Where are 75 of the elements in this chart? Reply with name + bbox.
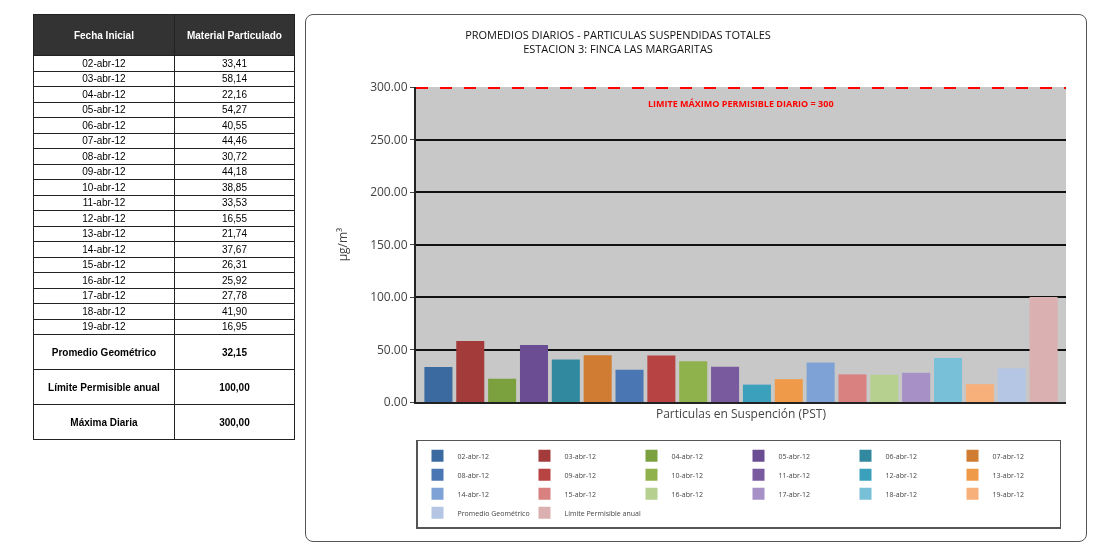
bar	[456, 340, 485, 402]
bar	[679, 361, 708, 402]
bar	[647, 355, 676, 402]
text: Límite Permisible anual	[33, 369, 175, 405]
bar	[965, 384, 994, 402]
text: 09-abr-12	[33, 164, 175, 180]
text: 16-abr-12	[33, 272, 175, 288]
bar	[838, 374, 867, 402]
text: 04-abr-12	[33, 86, 175, 102]
text: 58,14	[174, 71, 295, 87]
bar	[997, 368, 1026, 402]
text: 33,41	[174, 55, 295, 71]
text: 25,92	[174, 272, 295, 288]
text: 41,90	[174, 303, 295, 319]
y-axis-title: μg/m³	[333, 227, 351, 262]
text: 16,95	[174, 319, 295, 335]
text: 12-abr-12	[33, 210, 175, 226]
bar	[711, 366, 740, 402]
text: 26,31	[174, 257, 295, 273]
bar	[902, 372, 931, 402]
text: 21,74	[174, 226, 295, 242]
text: 13-abr-12	[33, 226, 175, 242]
bar	[742, 384, 771, 402]
y-tick-label: 300.00	[370, 78, 408, 96]
bar	[424, 366, 453, 402]
y-tick-label: 250.00	[370, 130, 408, 148]
text: 37,67	[174, 241, 295, 257]
text: 11-abr-12	[33, 195, 175, 211]
text: 03-abr-12	[33, 71, 175, 87]
y-tick-label: 200.00	[370, 183, 408, 201]
text: Fecha Inicial	[33, 14, 175, 56]
text: Promedio Geométrico	[33, 334, 175, 370]
bar	[551, 359, 580, 402]
text: 54,27	[174, 102, 295, 118]
text: 32,15	[174, 334, 295, 370]
y-tick-label: 0.00	[383, 393, 408, 411]
text: 16,55	[174, 210, 295, 226]
y-tick-label: 150.00	[370, 235, 408, 253]
bar	[774, 379, 803, 402]
x-axis-title: Particulas en Suspención (PST)	[655, 404, 827, 422]
bar	[934, 358, 963, 402]
text: Material Particulado	[174, 14, 295, 56]
text: 22,16	[174, 86, 295, 102]
bar	[1029, 297, 1058, 402]
text: 15-abr-12	[33, 257, 175, 273]
text: Máxima Diaria	[33, 404, 175, 440]
text: 02-abr-12	[33, 55, 175, 71]
ref-line-label: LIMITE MÁXIMO PERMISIBLE DIARIO = 300	[648, 97, 834, 110]
bar	[806, 362, 835, 402]
text: 300,00	[174, 404, 295, 440]
bar	[615, 369, 644, 402]
text: 05-abr-12	[33, 102, 175, 118]
text: 17-abr-12	[33, 288, 175, 304]
y-tick-label: 100.00	[370, 288, 408, 306]
bar	[583, 355, 612, 402]
text: 44,46	[174, 133, 295, 149]
text: 30,72	[174, 148, 295, 164]
text: 27,78	[174, 288, 295, 304]
text: 38,85	[174, 179, 295, 195]
text: 44,18	[174, 164, 295, 180]
chart-title: PROMEDIOS DIARIOS - PARTICULAS SUSPENDIDAS TOTALES ESTACION 3: FINCA LAS MARGARITAS	[465, 26, 771, 56]
y-tick-label: 50.00	[376, 340, 408, 358]
bar	[519, 345, 548, 402]
text: 18-abr-12	[33, 303, 175, 319]
text: 19-abr-12	[33, 319, 175, 335]
text: 08-abr-12	[33, 148, 175, 164]
bar	[488, 378, 517, 402]
bar	[870, 374, 899, 402]
text: 40,55	[174, 117, 295, 133]
text: 07-abr-12	[33, 133, 175, 149]
text: 33,53	[174, 195, 295, 211]
text: 10-abr-12	[33, 179, 175, 195]
text: 100,00	[174, 369, 295, 405]
text: 06-abr-12	[33, 117, 175, 133]
text: 14-abr-12	[33, 241, 175, 257]
